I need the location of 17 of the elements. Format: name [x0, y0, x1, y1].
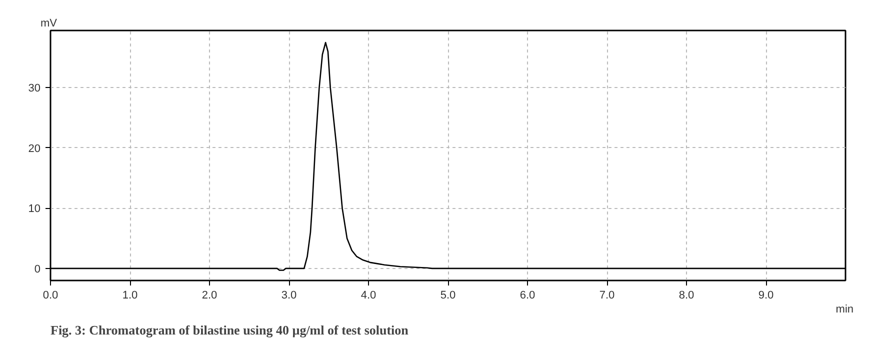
x-axis-title: min	[836, 304, 854, 316]
x-tick-label: 6.0	[520, 290, 536, 302]
y-tick-label: 0	[34, 263, 41, 276]
y-axis-title: mV	[40, 18, 58, 30]
x-tick-label: 8.0	[678, 290, 694, 302]
x-tick-label: 3.0	[281, 290, 297, 302]
x-tick-label: 5.0	[440, 290, 456, 302]
y-tick-label: 20	[28, 142, 41, 155]
x-tick-label: 4.0	[360, 290, 376, 302]
x-tick-label: 0.0	[42, 290, 58, 302]
y-tick-label: 30	[28, 82, 41, 95]
text: Fig. 3: Chromatogram of bilastine using 40 µg/ml of test solution	[50, 322, 410, 338]
x-tick-label: 1.0	[122, 290, 138, 302]
x-tick-label: 9.0	[758, 290, 774, 302]
y-tick-label: 10	[28, 203, 41, 216]
x-tick-label: 2.0	[202, 290, 218, 302]
x-tick-label: 7.0	[599, 290, 615, 302]
